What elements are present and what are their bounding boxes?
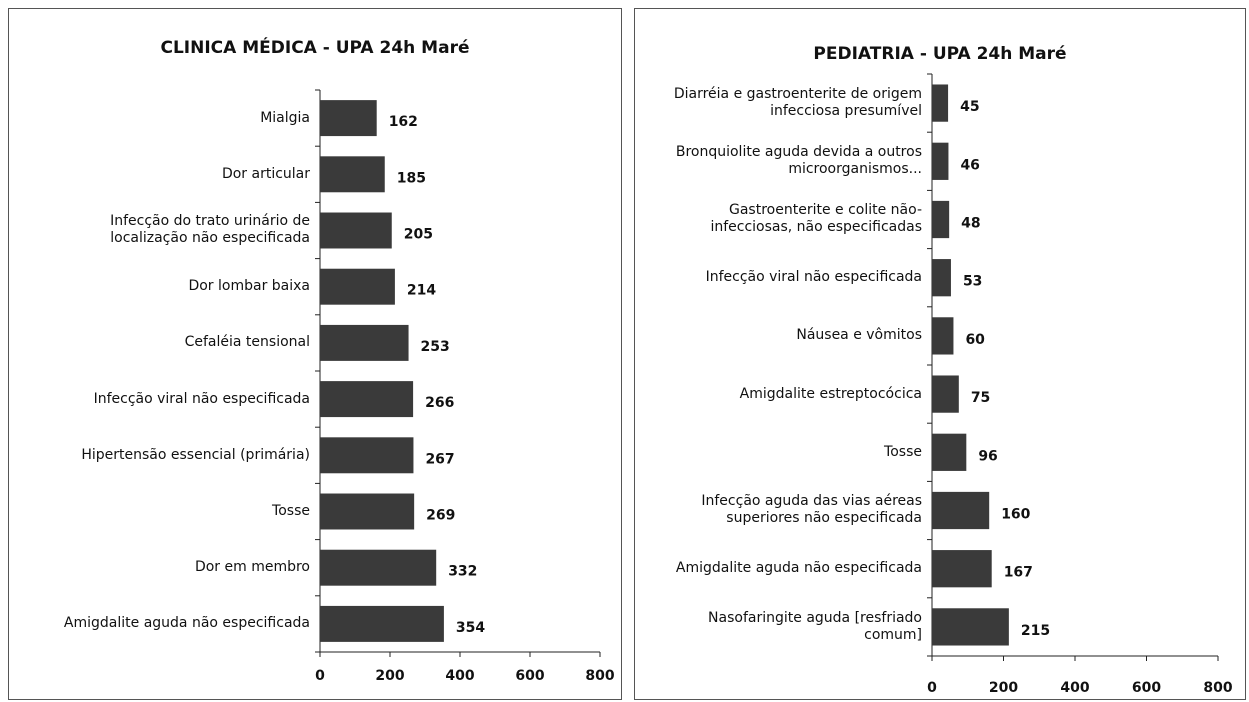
y-tick-label: Amigdalite aguda não especificada: [675, 560, 922, 577]
bar: [320, 605, 444, 642]
value-label: 215: [1021, 623, 1050, 639]
value-label: 267: [425, 451, 454, 467]
bar: [932, 608, 1009, 646]
x-tick-label: 400: [1060, 680, 1089, 696]
y-tick-label: Hipertensão essencial (primária): [81, 446, 310, 463]
bar: [320, 100, 377, 137]
chart-title: PEDIATRIA - UPA 24h Maré: [813, 44, 1067, 64]
x-tick-label: 0: [315, 668, 325, 684]
bar: [320, 493, 415, 530]
value-label: 160: [1001, 507, 1030, 523]
bar: [932, 84, 949, 122]
bar: [932, 550, 992, 588]
y-tick-label: Tosse: [884, 443, 922, 460]
y-tick-label: Gastroenterite e colite não-infecciosas,…: [710, 202, 922, 236]
y-tick-label: Diarréia e gastroenterite de origem infe…: [673, 86, 922, 120]
bar: [320, 212, 392, 249]
y-tick-label: Amigdalite estreptocócica: [739, 385, 922, 402]
value-label: 269: [426, 508, 455, 524]
value-label: 48: [961, 216, 980, 232]
bar: [320, 268, 395, 305]
bar: [932, 491, 990, 530]
x-tick-label: 200: [375, 668, 404, 684]
bar: [320, 549, 437, 586]
y-tick-label: Cefaléia tensional: [184, 334, 310, 351]
bar: [932, 200, 950, 239]
y-tick-label: Infecção aguda das vias aéreas superiore…: [701, 493, 922, 527]
value-label: 45: [960, 99, 979, 115]
value-label: 266: [425, 395, 454, 411]
x-tick-label: 200: [989, 680, 1018, 696]
value-label: 75: [971, 390, 990, 406]
bar: [932, 317, 954, 355]
bar: [320, 437, 414, 474]
y-tick-label: Náusea e vômitos: [796, 327, 922, 344]
bar: [320, 324, 409, 361]
bar: [320, 381, 414, 418]
y-tick-label: Amigdalite aguda não especificada: [63, 615, 310, 632]
chart-title: CLINICA MÉDICA - UPA 24h Maré: [160, 38, 470, 58]
value-label: 60: [965, 332, 985, 348]
x-tick-label: 800: [585, 668, 614, 684]
x-tick-label: 400: [445, 668, 474, 684]
y-tick-label: Tosse: [272, 502, 310, 519]
bar: [932, 142, 949, 180]
value-label: 185: [397, 170, 426, 186]
bar: [932, 375, 959, 413]
x-tick-label: 800: [1203, 680, 1232, 696]
value-label: 332: [448, 564, 477, 580]
value-label: 96: [978, 448, 997, 464]
y-tick-label: Dor articular: [221, 165, 310, 182]
value-label: 53: [963, 274, 982, 290]
value-label: 162: [389, 114, 418, 130]
bar: [320, 156, 385, 193]
chart-frame: [8, 8, 622, 700]
y-tick-label: Dor lombar baixa: [188, 278, 310, 295]
value-label: 167: [1004, 565, 1033, 581]
y-tick-label: Mialgia: [260, 109, 310, 126]
y-tick-label: Infecção viral não especificada: [705, 269, 922, 286]
value-label: 205: [404, 227, 433, 243]
value-label: 46: [960, 157, 979, 173]
x-tick-label: 0: [927, 680, 937, 696]
y-tick-label: Bronquiolite aguda devida a outros micro…: [675, 144, 922, 178]
x-tick-label: 600: [515, 668, 544, 684]
chart-frame: [634, 8, 1246, 700]
y-tick-label: Nasofaringite aguda [resfriado comum]: [708, 609, 922, 643]
value-label: 253: [421, 339, 450, 355]
y-tick-label: Infecção do trato urinário de localizaçã…: [110, 213, 310, 247]
y-tick-label: Infecção viral não especificada: [93, 390, 310, 407]
y-tick-label: Dor em membro: [194, 559, 310, 576]
value-label: 214: [407, 283, 436, 299]
value-label: 354: [456, 620, 485, 636]
bar: [932, 433, 967, 471]
bar: [932, 259, 951, 297]
x-tick-label: 600: [1132, 680, 1161, 696]
